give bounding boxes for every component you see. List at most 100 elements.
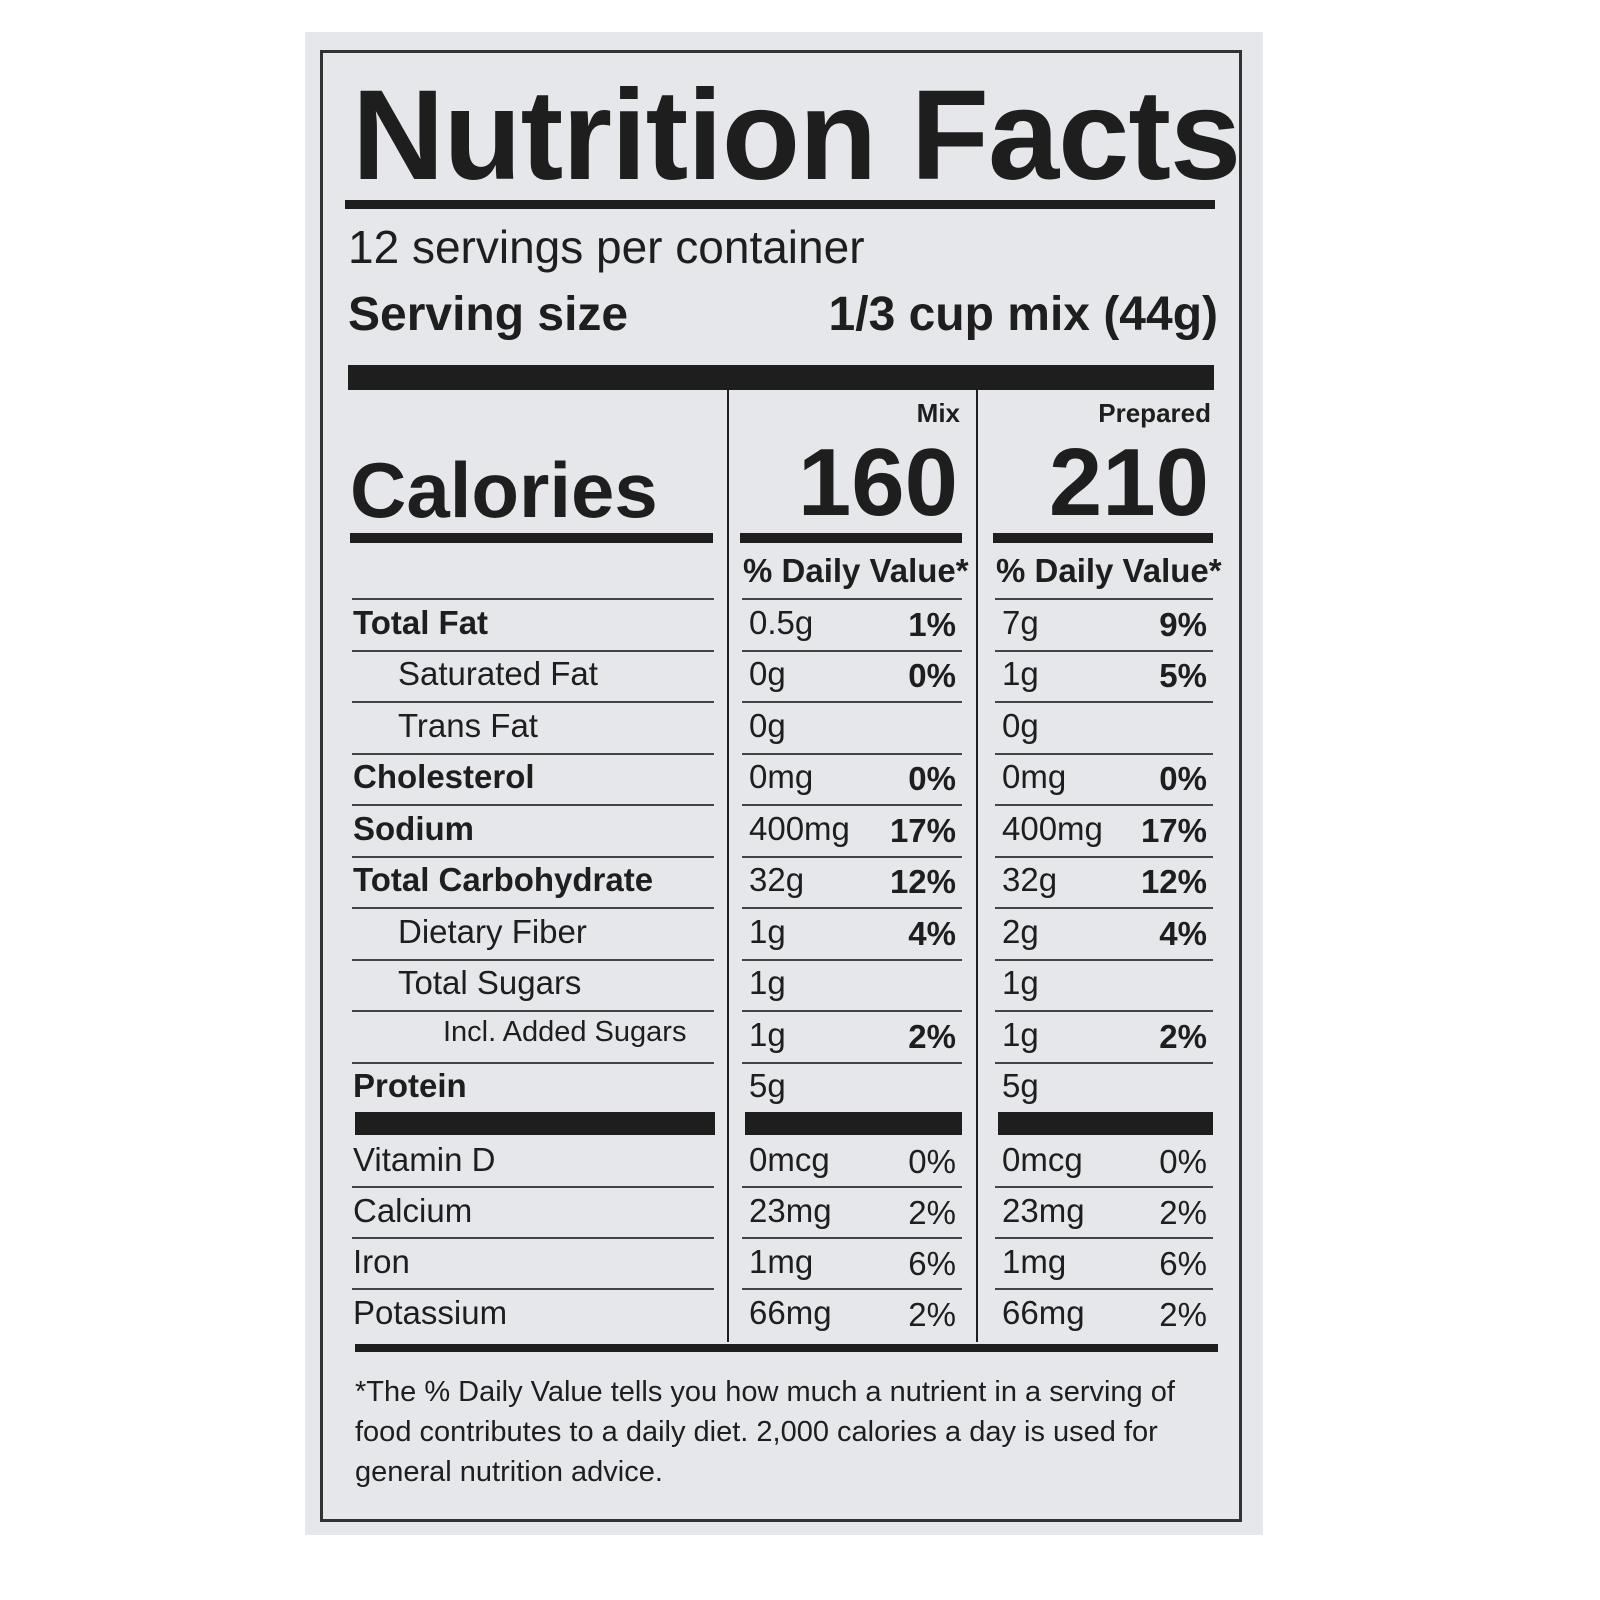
amount: 5g: [1002, 1067, 1039, 1104]
row-rule: [352, 1010, 714, 1012]
row-rule: [352, 1061, 714, 1064]
amount: 0g: [749, 706, 786, 744]
nutrient-name: Calcium: [353, 1191, 473, 1229]
row-rule: [742, 649, 962, 652]
daily-value: 2%: [908, 1295, 956, 1333]
daily-value: 5%: [1159, 657, 1207, 694]
daily-value: 0%: [1159, 760, 1207, 797]
row-rule: [352, 649, 714, 652]
nutrient-name: Total Carbohydrate: [353, 861, 654, 898]
label-background: [305, 32, 1263, 1535]
daily-value: 0%: [908, 1142, 956, 1180]
thick-rule: [745, 1112, 962, 1135]
amount: 0g: [749, 655, 786, 692]
amount: 1g: [749, 1015, 786, 1053]
nutrient-name: Sodium: [353, 809, 474, 847]
row-rule: [742, 701, 962, 703]
row-rule: [995, 1010, 1213, 1012]
row-rule: [995, 1237, 1213, 1239]
nutrient-name: Dietary Fiber: [398, 912, 587, 950]
daily-value: 12%: [1140, 863, 1207, 900]
row-rule: [742, 1061, 962, 1064]
daily-value: 9%: [1159, 605, 1207, 643]
nutrient-name: Protein: [353, 1067, 467, 1104]
daily-value: 6%: [908, 1244, 956, 1282]
amount: 1g: [749, 912, 786, 950]
calories-label: Calories: [350, 446, 658, 534]
nutrient-name: Potassium: [353, 1293, 508, 1331]
row-rule: [742, 598, 962, 600]
label-border: [320, 50, 1242, 1522]
thick-rule: [355, 1112, 715, 1135]
footnote: *The % Daily Value tells you how much a …: [355, 1376, 1175, 1488]
daily-value: 4%: [908, 914, 956, 952]
amount: 0mcg: [1002, 1140, 1083, 1178]
serving-size-value: 1/3 cup mix (44g): [828, 288, 1218, 341]
row-rule: [352, 1237, 714, 1239]
amount: 1g: [1002, 964, 1039, 1001]
daily-value: 2%: [1159, 1193, 1207, 1231]
row-rule: [742, 1288, 962, 1290]
rule: [350, 533, 713, 543]
amount: 2g: [1002, 912, 1039, 950]
nutrient-name: Saturated Fat: [398, 655, 598, 692]
amount: 32g: [1002, 861, 1058, 898]
amount: 0mg: [749, 758, 814, 795]
amount: 400mg: [1002, 809, 1103, 847]
amount: 7g: [1002, 603, 1039, 641]
daily-value: 2%: [1159, 1295, 1207, 1333]
row-rule: [742, 1010, 962, 1012]
rule: [740, 533, 962, 543]
row-rule: [742, 1237, 962, 1239]
row-rule: [995, 804, 1213, 806]
amount: 0g: [1002, 706, 1039, 744]
row-rule: [352, 598, 714, 600]
daily-value: 2%: [908, 1017, 956, 1055]
column-name: Mix: [916, 398, 960, 428]
row-rule: [352, 907, 714, 909]
row-rule: [995, 907, 1213, 909]
thick-rule: [348, 365, 1214, 390]
row-rule: [352, 701, 714, 703]
column-divider: [976, 390, 978, 1342]
amount: 400mg: [749, 809, 850, 847]
daily-value: 1%: [908, 605, 956, 643]
daily-value: 0%: [908, 657, 956, 694]
row-rule: [352, 1288, 714, 1290]
row-rule: [742, 752, 962, 755]
row-rule: [352, 804, 714, 806]
amount: 23mg: [1002, 1191, 1085, 1229]
daily-value: 4%: [1159, 914, 1207, 952]
rule: [993, 533, 1213, 543]
thick-rule: [998, 1112, 1213, 1135]
amount: 66mg: [1002, 1293, 1085, 1331]
nutrient-name: Incl. Added Sugars: [443, 1015, 687, 1048]
row-rule: [742, 907, 962, 909]
nutrient-name: Trans Fat: [398, 706, 538, 744]
rule: [345, 200, 1215, 209]
nutrient-name: Iron: [353, 1242, 410, 1280]
row-rule: [742, 855, 962, 858]
bottom-rule: [355, 1344, 1218, 1352]
row-rule: [995, 1288, 1213, 1290]
amount: 0mg: [1002, 758, 1067, 795]
daily-value: 2%: [1159, 1017, 1207, 1055]
column-name: Prepared: [1098, 398, 1211, 428]
row-rule: [742, 1186, 962, 1188]
servings: 12 servings per container: [348, 221, 865, 273]
amount: 1mg: [1002, 1242, 1067, 1280]
row-rule: [995, 1061, 1213, 1064]
amount: 32g: [749, 861, 805, 898]
row-rule: [995, 701, 1213, 703]
amount: 1g: [1002, 1015, 1039, 1053]
row-rule: [352, 752, 714, 755]
row-rule: [742, 958, 962, 961]
nutrient-name: Total Fat: [353, 603, 489, 641]
amount: 1g: [1002, 655, 1039, 692]
daily-value: 2%: [908, 1193, 956, 1231]
title: Nutrition Facts: [352, 64, 1241, 207]
row-rule: [995, 649, 1213, 652]
daily-value: 17%: [889, 811, 956, 849]
serving-size-label: Serving size: [348, 288, 629, 341]
